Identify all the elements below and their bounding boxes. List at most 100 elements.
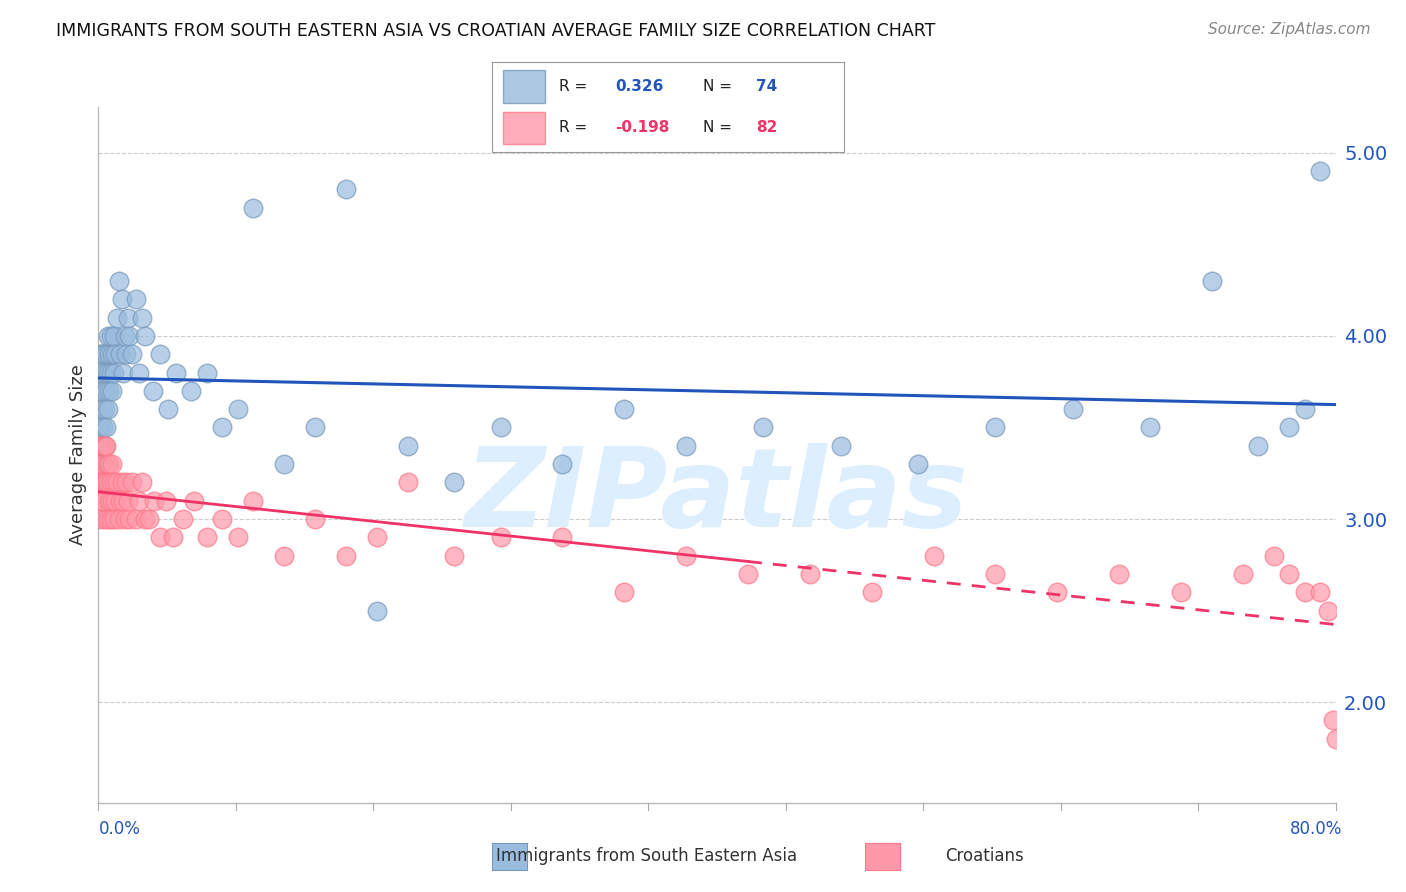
Point [799, 566, 821, 581]
Point [89, 457, 111, 471]
Point [104, 493, 127, 508]
Point [134, 512, 156, 526]
Point [155, 493, 177, 508]
Point [89, 439, 111, 453]
Point [97, 402, 120, 417]
Point [90, 439, 112, 453]
Point [111, 293, 132, 307]
Point [737, 566, 759, 581]
Point [149, 530, 172, 544]
Point [922, 549, 945, 563]
Point [489, 530, 512, 544]
Point [335, 549, 357, 563]
Point [97, 512, 120, 526]
Point [103, 512, 125, 526]
Point [675, 439, 697, 453]
Point [1139, 420, 1161, 434]
Point [90, 439, 112, 453]
Point [112, 366, 135, 380]
Text: 82: 82 [756, 120, 778, 135]
Point [551, 530, 574, 544]
Point [91, 420, 114, 434]
Point [613, 585, 636, 599]
Point [117, 493, 139, 508]
Point [89, 420, 111, 434]
Point [96, 475, 118, 490]
Point [91, 384, 114, 398]
Point [366, 603, 388, 617]
Point [118, 329, 141, 343]
Point [98, 384, 121, 398]
Point [1294, 585, 1316, 599]
Point [93, 439, 115, 453]
Point [114, 329, 136, 343]
Point [97, 475, 120, 490]
Point [304, 420, 326, 434]
Point [1201, 274, 1223, 288]
Point [91, 457, 114, 471]
Point [141, 384, 165, 398]
Text: R =: R = [560, 120, 592, 135]
Point [1263, 549, 1285, 563]
Point [91, 457, 114, 471]
Point [91, 493, 114, 508]
Point [304, 512, 326, 526]
Point [98, 493, 121, 508]
Point [1108, 566, 1130, 581]
Point [121, 347, 143, 361]
Point [105, 310, 128, 325]
Point [96, 347, 118, 361]
Text: 0.326: 0.326 [616, 79, 664, 94]
Point [121, 475, 143, 490]
Point [984, 420, 1007, 434]
Point [90, 493, 112, 508]
Point [91, 439, 114, 453]
Point [131, 475, 153, 490]
Point [107, 512, 129, 526]
Point [907, 457, 929, 471]
Point [1278, 566, 1301, 581]
Point [91, 475, 114, 490]
Text: ZIPatlas: ZIPatlas [465, 443, 969, 550]
Point [101, 347, 124, 361]
Point [96, 439, 118, 453]
Point [90, 366, 112, 380]
Point [128, 366, 150, 380]
Point [93, 366, 115, 380]
Point [1232, 566, 1254, 581]
Point [195, 530, 218, 544]
Point [195, 366, 218, 380]
Point [1309, 585, 1331, 599]
Point [211, 512, 233, 526]
Point [396, 439, 419, 453]
Point [98, 347, 121, 361]
Point [104, 347, 127, 361]
Point [89, 475, 111, 490]
Y-axis label: Average Family Size: Average Family Size [69, 365, 87, 545]
Point [366, 530, 388, 544]
Point [89, 493, 111, 508]
Point [118, 512, 141, 526]
Point [335, 182, 357, 196]
Point [89, 457, 111, 471]
Point [1324, 731, 1347, 746]
Point [93, 512, 115, 526]
Point [107, 274, 129, 288]
Point [613, 402, 636, 417]
Point [93, 439, 115, 453]
Point [96, 457, 118, 471]
Point [211, 420, 233, 434]
Point [396, 475, 419, 490]
Point [97, 366, 120, 380]
Point [551, 457, 574, 471]
Text: N =: N = [703, 79, 737, 94]
Point [96, 384, 118, 398]
Point [90, 347, 112, 361]
Point [93, 402, 115, 417]
Point [1309, 164, 1331, 178]
Point [273, 549, 295, 563]
Point [101, 493, 124, 508]
Point [90, 402, 112, 417]
Point [242, 493, 264, 508]
Point [134, 329, 156, 343]
